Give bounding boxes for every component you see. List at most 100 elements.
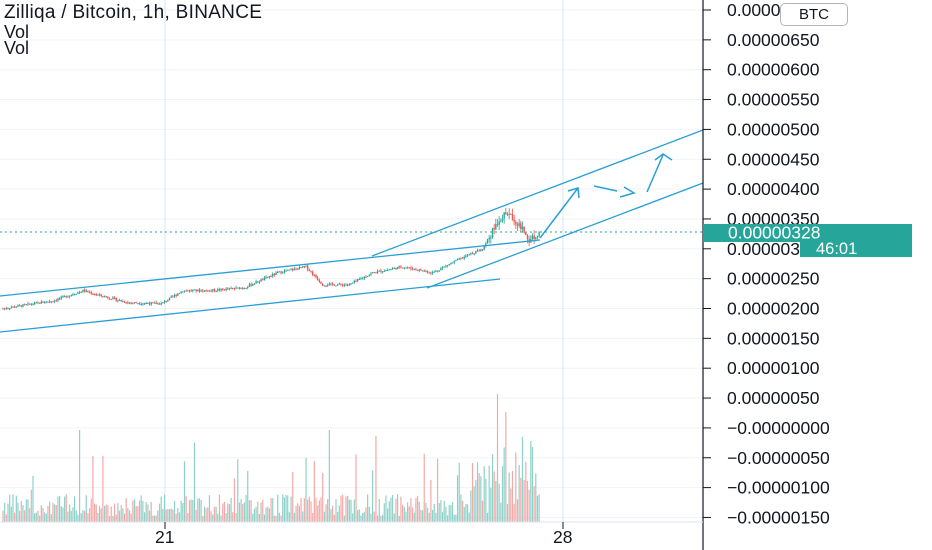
volume-bar [421, 510, 424, 522]
projection-segment[interactable] [593, 185, 618, 192]
volume-bar [287, 495, 289, 522]
current-price-label: 0.00000328 [728, 223, 820, 243]
candle-body [103, 296, 106, 298]
volume-bar [493, 471, 495, 522]
candle-body [335, 285, 337, 287]
candle-body [466, 255, 469, 257]
candle-body [73, 294, 76, 296]
candle-body [190, 290, 192, 292]
candle-body [78, 291, 81, 293]
volume-bar [403, 506, 405, 522]
projection-arrow-1-head[interactable] [567, 187, 580, 199]
candle-body [380, 270, 382, 272]
candle-body [115, 297, 117, 301]
volume-bar [410, 498, 412, 522]
volume-legend-1: Vol [4, 22, 30, 42]
candle-body [152, 302, 154, 304]
candle-body [95, 294, 97, 296]
volume-bar [245, 494, 247, 522]
candle-body [235, 287, 237, 289]
volume-bar [300, 497, 302, 522]
volume-bar [37, 510, 39, 522]
candle-body [10, 307, 13, 309]
volume-bar [78, 430, 81, 522]
steep-channel-upper-line[interactable] [371, 129, 704, 257]
candle-body [535, 237, 537, 239]
candle-body [388, 269, 390, 271]
volume-bar [506, 503, 509, 522]
volume-bar [65, 494, 67, 522]
candle-body [400, 266, 402, 268]
candle-body [370, 273, 372, 275]
volume-bar [25, 499, 27, 522]
volume-bar [431, 509, 434, 522]
channel-upper-line[interactable] [0, 239, 541, 297]
candle-body [105, 296, 107, 298]
candle-body [341, 284, 344, 286]
projection-arrow-3[interactable] [646, 154, 664, 193]
volume-bar [408, 506, 410, 522]
volume-bar [511, 470, 514, 522]
candle-body [175, 295, 177, 297]
volume-bar [22, 505, 24, 522]
projection-arrow-2-head[interactable] [619, 186, 636, 198]
candle-body [3, 308, 6, 310]
price-tick-label: 0.00000200 [727, 299, 820, 319]
candle-body [416, 269, 419, 271]
candle-body [330, 283, 332, 285]
candle-body [133, 302, 136, 304]
candle-body [85, 290, 87, 292]
candle-body [298, 267, 301, 270]
volume-bar [288, 512, 290, 522]
channel-lower-line[interactable] [0, 278, 501, 333]
volume-bar [110, 506, 112, 522]
volume-bar [375, 435, 377, 522]
steep-channel-lower-line[interactable] [426, 182, 704, 289]
volume-bar [263, 514, 266, 522]
volume-bar [312, 513, 314, 522]
volume-bar [115, 514, 117, 522]
projection-arrow-1[interactable] [539, 187, 579, 239]
volume-bar [441, 512, 444, 522]
volume-bar [445, 506, 447, 522]
trend-drawings[interactable] [0, 129, 704, 333]
price-tag-box [703, 224, 912, 242]
candle-body [18, 305, 21, 307]
projection-arrow-3-head[interactable] [654, 153, 673, 161]
price-axis[interactable]: 0.000007000.000006500.000006000.00000550… [703, 0, 830, 527]
volume-bar [368, 506, 370, 522]
volume-bar [518, 465, 520, 522]
volume-bar [172, 509, 174, 522]
candle-body [311, 271, 314, 275]
candle-body [425, 271, 427, 273]
candle-body [285, 270, 287, 272]
volume-bar [333, 514, 335, 522]
volume-bar [488, 465, 490, 522]
candle-body [297, 268, 299, 270]
volume-bar [342, 494, 344, 522]
volume-bar [30, 489, 32, 522]
candle-body [443, 266, 445, 268]
candle-body [242, 287, 244, 289]
volume-bar [87, 513, 89, 522]
candle-body [63, 296, 66, 298]
candle-body [478, 250, 480, 252]
volume-bar [227, 503, 229, 522]
candle-body [523, 226, 525, 233]
volume-bar [233, 478, 236, 522]
candle-body [123, 301, 126, 303]
time-axis[interactable]: 21 28 [0, 521, 703, 547]
volume-bar [363, 511, 365, 522]
candle-body [162, 302, 164, 304]
candle-body [80, 291, 82, 293]
volume-bar [486, 512, 489, 522]
currency-badge[interactable]: BTC [780, 3, 848, 26]
candle-body [351, 282, 354, 284]
volume-bar [80, 513, 82, 522]
volume-bar [175, 513, 177, 522]
volume-bar [510, 488, 512, 522]
volume-bar [60, 506, 62, 522]
volume-bar [95, 504, 97, 522]
candle-body [135, 302, 137, 304]
